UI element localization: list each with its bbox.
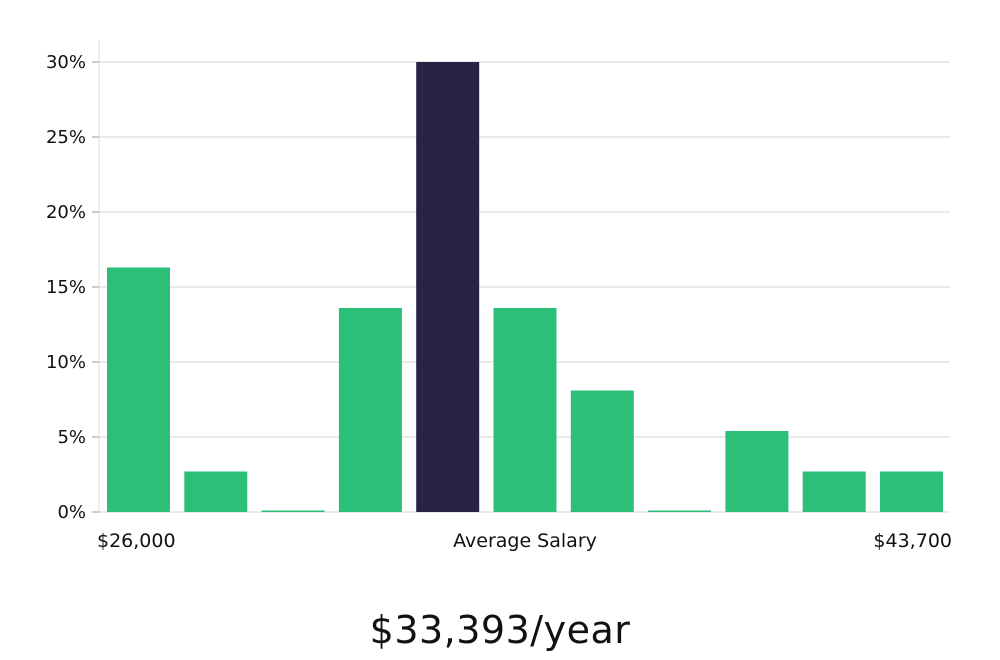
bar [107,267,170,512]
bar [493,308,557,512]
x-min-label: $26,000 [97,530,176,552]
y-tick-label: 15% [46,277,86,298]
bar [880,471,943,512]
y-tick-label: 20% [46,202,86,223]
salary-histogram: 0% 5% 10% 15% 20% 25% 30% $26,000 Average Sala… [46,40,952,552]
y-tick-label: 30% [46,52,86,73]
bars [107,62,943,512]
x-axis-label: Average Salary [453,530,597,552]
bar [570,390,634,512]
bar-highlighted [416,62,480,512]
bar [725,431,789,512]
bar [338,308,402,512]
y-axis-ticks: 0% 5% 10% 15% 20% 25% 30% [46,52,100,523]
x-max-label: $43,700 [873,530,952,552]
average-salary-value: $33,393/year [369,608,631,652]
bar [261,510,325,512]
y-tick-label: 0% [57,502,86,523]
y-tick-label: 25% [46,127,86,148]
y-tick-label: 10% [46,352,86,373]
bar [648,510,712,512]
y-tick-label: 5% [57,427,86,448]
bar [184,471,248,512]
bar [802,471,866,512]
